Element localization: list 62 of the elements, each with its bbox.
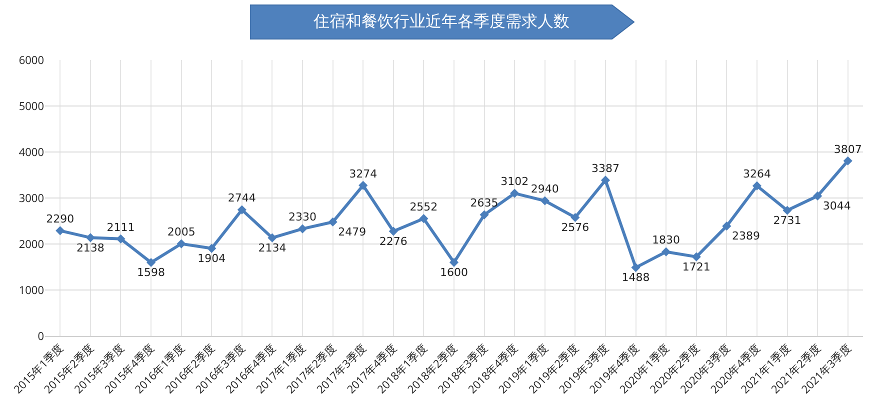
data-label: 2290 <box>46 212 74 226</box>
data-label: 2731 <box>773 214 802 227</box>
point <box>813 191 822 201</box>
point <box>237 205 246 214</box>
y-tick-label: 2000 <box>18 236 44 252</box>
point <box>540 196 550 206</box>
point <box>56 226 65 236</box>
y-tick-label: 6000 <box>18 52 44 68</box>
data-label: 1721 <box>682 260 710 274</box>
data-label: 1830 <box>652 234 680 247</box>
point <box>722 222 732 231</box>
data-label: 2276 <box>379 234 408 248</box>
point <box>268 233 277 242</box>
point <box>480 210 489 220</box>
data-label: 2005 <box>167 226 196 239</box>
point <box>449 258 459 267</box>
point <box>662 247 671 256</box>
data-label: 3102 <box>500 175 529 188</box>
data-label: 2111 <box>106 220 135 234</box>
data-label: 3807 <box>834 142 862 156</box>
point <box>86 233 95 242</box>
data-label: 3387 <box>591 162 620 176</box>
data-label: 2576 <box>561 221 590 234</box>
point <box>358 180 368 190</box>
data-label: 2744 <box>228 192 256 205</box>
data-label: 2330 <box>288 210 317 224</box>
data-label: 2940 <box>530 182 559 196</box>
point <box>843 156 852 166</box>
data-label: 2479 <box>338 226 366 239</box>
point <box>782 206 792 215</box>
point <box>570 212 580 222</box>
y-tick-label: 1000 <box>18 282 44 298</box>
data-label: 1904 <box>198 252 226 266</box>
point <box>752 181 762 190</box>
chart-title: 住宿和餐饮行业近年各季度需求人数 <box>312 11 570 30</box>
y-tick-label: 5000 <box>18 98 44 114</box>
point <box>116 234 126 244</box>
point <box>388 226 398 236</box>
point <box>631 263 640 272</box>
data-label: 1600 <box>440 266 468 280</box>
data-label: 2635 <box>470 196 498 210</box>
data-label: 3044 <box>822 200 851 213</box>
y-tick-label: 3000 <box>18 190 44 206</box>
y-tick-label: 4000 <box>18 144 44 160</box>
data-label: 3264 <box>742 168 771 181</box>
data-label: 2552 <box>410 200 438 214</box>
point <box>298 224 308 234</box>
data-label: 2389 <box>732 230 760 243</box>
data-label: 3274 <box>349 167 378 180</box>
data-label: 1598 <box>137 266 166 280</box>
y-tick-label: 0 <box>38 328 44 344</box>
point <box>510 188 520 198</box>
data-label: 1488 <box>622 271 650 284</box>
data-label: 2134 <box>258 241 286 254</box>
point <box>146 258 156 268</box>
point <box>328 217 338 227</box>
data-label: 2138 <box>76 241 104 254</box>
point <box>600 176 610 185</box>
point <box>692 252 701 262</box>
point <box>176 239 186 248</box>
point <box>207 244 216 253</box>
point <box>419 214 428 224</box>
